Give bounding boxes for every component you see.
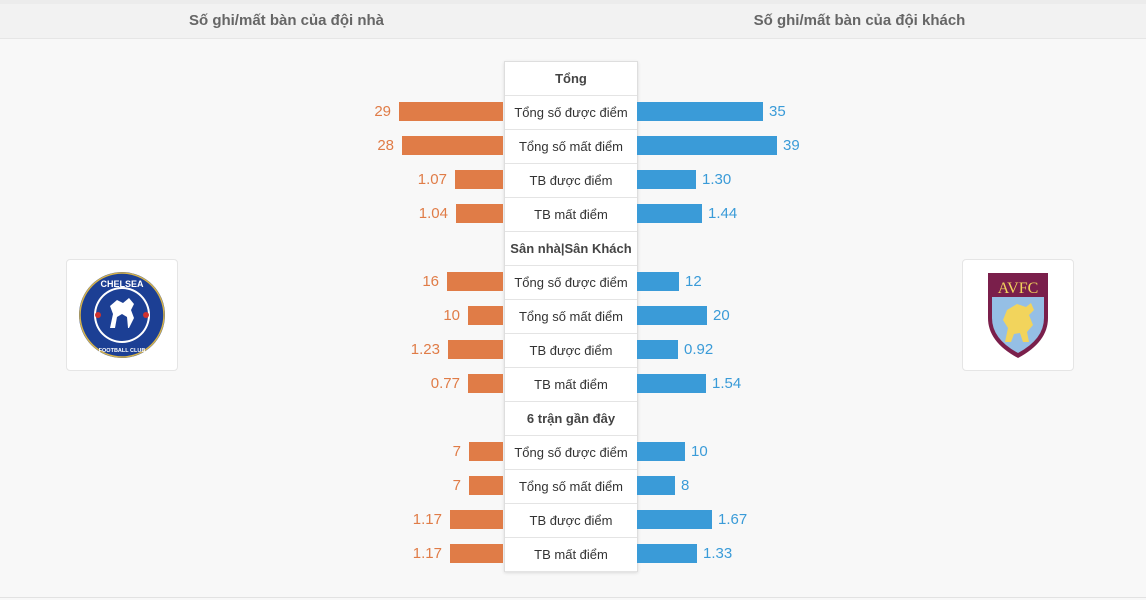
home-stat-value: 7 xyxy=(452,477,461,494)
away-stat-bar xyxy=(637,510,712,529)
stat-label: TB được điểm xyxy=(505,334,637,368)
home-stat-bar xyxy=(456,204,503,223)
home-stat-value: 0.77 xyxy=(430,375,460,392)
home-stat-bar xyxy=(402,136,503,155)
home-stat-bar xyxy=(455,170,503,189)
home-header-title: Số ghi/mất bàn của đội nhà xyxy=(188,12,384,29)
home-stat-bar xyxy=(447,272,503,291)
home-stat-value: 1.17 xyxy=(412,545,442,562)
stat-label: TB mất điểm xyxy=(505,538,637,572)
home-stat-bar xyxy=(448,340,503,359)
home-stat-bar xyxy=(468,374,503,393)
away-stat-bar xyxy=(637,272,679,291)
home-stat-value: 29 xyxy=(374,103,391,120)
stat-label: Tổng số được điểm xyxy=(505,266,637,300)
stat-label: Tổng số mất điểm xyxy=(505,130,637,164)
chelsea-crest-icon: CHELSEA FOOTBALL CLUB xyxy=(79,272,165,358)
home-stat-value: 7 xyxy=(452,443,461,460)
panel-header: Số ghi/mất bàn của đội nhà Số ghi/mất bà… xyxy=(0,4,1146,39)
stat-label: Tổng số mất điểm xyxy=(505,300,637,334)
top-border xyxy=(0,0,1146,4)
away-stat-value: 1.33 xyxy=(703,545,733,562)
home-team-logo-card[interactable]: CHELSEA FOOTBALL CLUB xyxy=(66,259,178,371)
home-stat-value: 1.07 xyxy=(417,171,447,188)
away-stat-bar xyxy=(637,204,702,223)
stat-label: Tổng số được điểm xyxy=(505,436,637,470)
bottom-border xyxy=(0,597,1146,598)
home-stat-value: 10 xyxy=(443,307,460,324)
stat-label: TB được điểm xyxy=(505,504,637,538)
away-stat-bar xyxy=(637,442,685,461)
away-stat-value: 10 xyxy=(691,443,708,460)
stat-label: TB mất điểm xyxy=(505,198,637,232)
section-title: 6 trận gần đây xyxy=(505,402,637,436)
home-stat-bar xyxy=(450,544,503,563)
stat-label: TB được điểm xyxy=(505,164,637,198)
away-stat-value: 0.92 xyxy=(684,341,714,358)
section-title: Sân nhà|Sân Khách xyxy=(505,232,637,266)
home-stat-bar xyxy=(469,476,503,495)
section-title: Tổng xyxy=(505,62,637,96)
away-header-title: Số ghi/mất bàn của đội khách xyxy=(753,12,966,29)
away-stat-value: 1.30 xyxy=(702,171,732,188)
away-stat-value: 8 xyxy=(681,477,690,494)
away-stat-bar xyxy=(637,340,678,359)
crest-text: AVFC xyxy=(998,280,1039,297)
home-stat-value: 16 xyxy=(422,273,439,290)
crest-text-top: CHELSEA xyxy=(100,279,144,289)
away-stat-value: 39 xyxy=(783,137,800,154)
home-stat-bar xyxy=(399,102,503,121)
away-stat-value: 12 xyxy=(685,273,702,290)
away-stat-bar xyxy=(637,102,763,121)
away-stat-value: 20 xyxy=(713,307,730,324)
away-stat-bar xyxy=(637,544,697,563)
home-stat-value: 1.23 xyxy=(410,341,440,358)
away-stat-bar xyxy=(637,306,707,325)
away-stat-value: 35 xyxy=(769,103,786,120)
home-stat-value: 1.04 xyxy=(418,205,448,222)
stat-label: Tổng số được điểm xyxy=(505,96,637,130)
away-stat-bar xyxy=(637,476,675,495)
aston-villa-crest-icon: AVFC xyxy=(988,273,1048,358)
home-stat-bar xyxy=(469,442,503,461)
home-stat-value: 1.17 xyxy=(412,511,442,528)
away-stat-value: 1.67 xyxy=(718,511,748,528)
home-stat-bar xyxy=(468,306,503,325)
away-team-logo-card[interactable]: AVFC xyxy=(962,259,1074,371)
away-stat-value: 1.54 xyxy=(712,375,742,392)
away-stat-value: 1.44 xyxy=(708,205,738,222)
stat-labels-column: Tổng Tổng số được điểm Tổng số mất điểm TB … xyxy=(504,61,638,572)
away-stat-bar xyxy=(637,170,696,189)
home-stat-bar xyxy=(450,510,503,529)
stat-label: TB mất điểm xyxy=(505,368,637,402)
stat-label: Tổng số mất điểm xyxy=(505,470,637,504)
crest-text-bottom: FOOTBALL CLUB xyxy=(99,348,146,354)
away-stat-bar xyxy=(637,374,706,393)
away-stat-bar xyxy=(637,136,777,155)
home-stat-value: 28 xyxy=(377,137,394,154)
